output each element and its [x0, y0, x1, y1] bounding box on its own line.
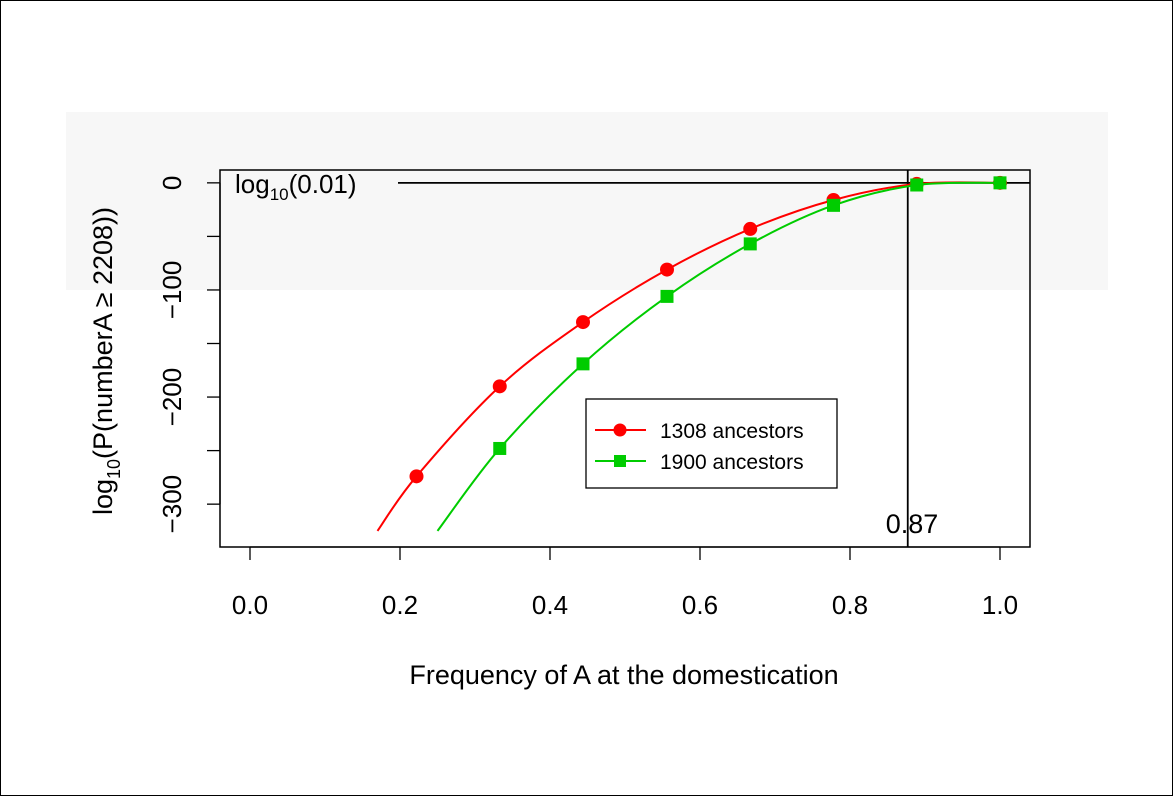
- y-tick-label-1: −100: [157, 261, 187, 320]
- hline-label-prefix: log: [235, 169, 270, 199]
- series-1-point-4: [743, 221, 758, 236]
- x-tick-label-1: 0.2: [382, 590, 418, 620]
- legend-marker-series-1: [613, 423, 627, 437]
- vline-label: 0.87: [886, 509, 939, 539]
- y-axis-label-body: (P(numberA ≥ 2208)): [88, 207, 118, 459]
- legend-box: [585, 398, 838, 489]
- series-2-point-5: [910, 178, 924, 192]
- series-1-point-3: [660, 262, 674, 277]
- y-axis: 0 −100 −200 −300: [157, 176, 221, 534]
- y-axis-label-prefix: log: [88, 479, 118, 515]
- series-1-point-2: [576, 315, 590, 330]
- x-tick-label-5: 1.0: [982, 590, 1018, 620]
- legend: 1308 ancestors 1900 ancestors: [585, 398, 838, 489]
- y-axis-label: log10(P(numberA ≥ 2208)): [88, 207, 124, 515]
- x-tick-label-2: 0.4: [532, 590, 568, 620]
- legend-label-series-1: 1308 ancestors: [660, 420, 804, 443]
- x-tick-label-0: 0.0: [232, 590, 268, 620]
- series-2-point-3: [743, 237, 757, 251]
- y-tick-label-2: −200: [157, 368, 187, 427]
- hline-label-body: (0.01): [289, 169, 357, 199]
- series-2-point-2: [660, 289, 674, 303]
- background-band: [66, 112, 1108, 290]
- x-axis: 0.0 0.2 0.4 0.6 0.8 1.0: [232, 546, 1018, 620]
- x-tick-label-3: 0.6: [682, 590, 718, 620]
- legend-marker-series-2: [614, 455, 626, 467]
- y-tick-label-3: −300: [157, 475, 187, 534]
- series-1-point-0: [409, 469, 424, 484]
- y-axis-label-subscript: 10: [104, 459, 124, 479]
- hline-label-subscript: 10: [270, 185, 289, 204]
- series-2-point-1: [576, 357, 590, 371]
- x-axis-label: Frequency of A at the domestication: [409, 660, 838, 690]
- hline-label: log10(0.01): [235, 169, 357, 204]
- x-tick-label-4: 0.8: [832, 590, 868, 620]
- series-2-point-4: [827, 198, 840, 212]
- y-tick-label-0: 0: [157, 176, 187, 190]
- series-1-point-1: [492, 379, 507, 394]
- legend-label-series-2: 1900 ancestors: [660, 451, 804, 474]
- series-2-point-0: [493, 441, 507, 455]
- series-2-point-6: [993, 176, 1007, 190]
